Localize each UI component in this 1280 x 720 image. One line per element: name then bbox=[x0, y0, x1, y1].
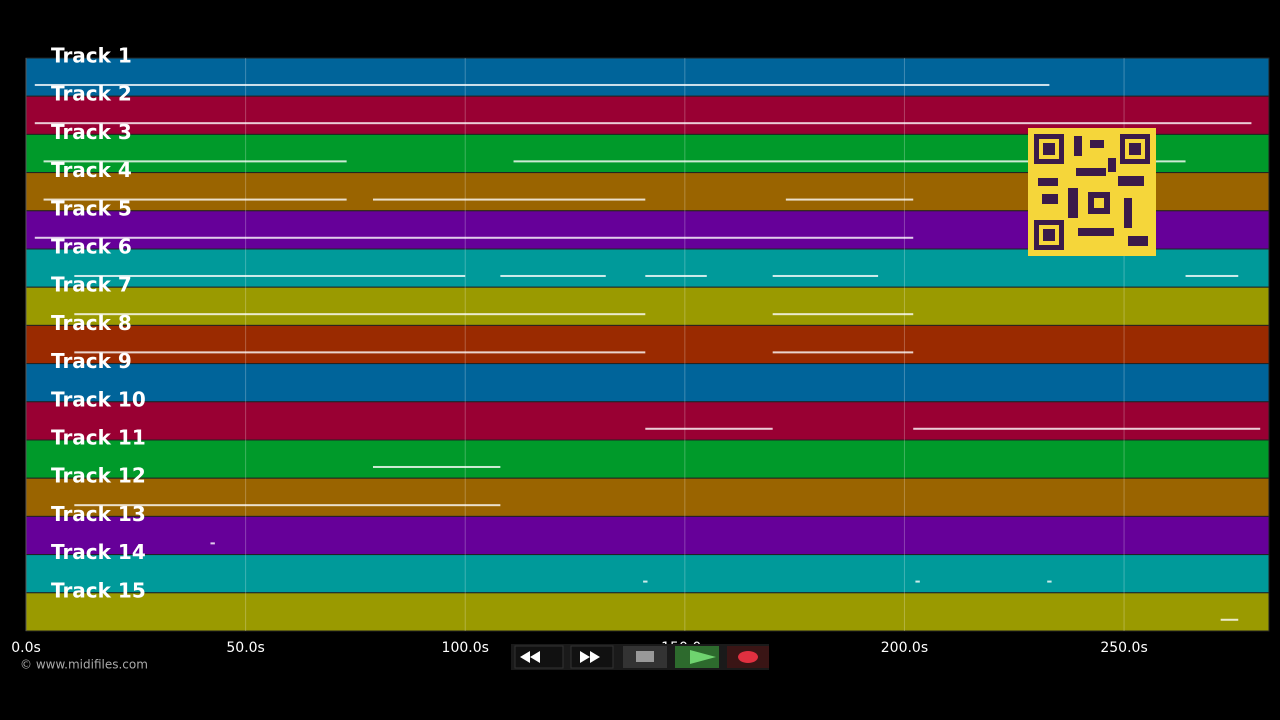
track-lane bbox=[25, 401, 1270, 441]
forward-button[interactable] bbox=[570, 645, 614, 669]
note-span bbox=[913, 427, 1261, 430]
track-name: Track 15 bbox=[51, 578, 146, 602]
track-lane bbox=[25, 477, 1270, 517]
transport-controls bbox=[511, 644, 769, 670]
rewind-button[interactable] bbox=[514, 645, 564, 669]
track-name: Track 14 bbox=[51, 540, 146, 564]
qr-code bbox=[1028, 128, 1156, 256]
record-button[interactable] bbox=[727, 646, 769, 668]
note-span bbox=[1220, 618, 1239, 621]
note-span bbox=[643, 580, 648, 583]
note-span bbox=[645, 274, 707, 277]
track-name: Track 2 bbox=[51, 82, 132, 106]
x-tick-label: 0.0s bbox=[11, 640, 41, 656]
track-lane bbox=[25, 554, 1270, 594]
track-name: Track 12 bbox=[51, 464, 146, 488]
track-name: Track 8 bbox=[51, 311, 132, 335]
track-name: Track 10 bbox=[51, 387, 146, 411]
x-tick-label: 100.0s bbox=[442, 640, 489, 656]
track-lane bbox=[25, 515, 1270, 556]
note-span bbox=[34, 122, 1252, 125]
note-span bbox=[74, 274, 466, 277]
note-span bbox=[1047, 580, 1052, 583]
copyright: © www.midifiles.com bbox=[20, 658, 148, 672]
track-lane bbox=[25, 324, 1270, 365]
track-name: Track 7 bbox=[51, 273, 132, 297]
note-span bbox=[1185, 274, 1239, 277]
note-span bbox=[772, 274, 879, 277]
note-span bbox=[372, 198, 646, 201]
track-name: Track 11 bbox=[51, 426, 146, 450]
note-span bbox=[43, 160, 347, 163]
track-lane bbox=[25, 363, 1270, 403]
x-tick-label: 250.0s bbox=[1100, 640, 1147, 656]
note-span bbox=[772, 313, 914, 316]
play-button[interactable] bbox=[675, 646, 719, 668]
track-lane bbox=[25, 439, 1270, 479]
track-name: Track 5 bbox=[51, 196, 132, 220]
note-span bbox=[513, 160, 1186, 163]
x-tick-label: 200.0s bbox=[881, 640, 928, 656]
track-name: Track 1 bbox=[51, 44, 132, 68]
note-span bbox=[772, 351, 914, 354]
track-name: Track 9 bbox=[51, 349, 132, 373]
note-span bbox=[210, 542, 215, 545]
note-span bbox=[915, 580, 920, 583]
note-span bbox=[74, 313, 646, 316]
note-span bbox=[74, 351, 646, 354]
track-lane bbox=[25, 286, 1270, 326]
note-span bbox=[645, 427, 773, 430]
x-tick-label: 50.0s bbox=[226, 640, 264, 656]
note-span bbox=[34, 236, 914, 239]
track-name: Track 4 bbox=[51, 158, 132, 182]
note-span bbox=[74, 504, 501, 507]
note-span bbox=[34, 83, 1050, 86]
track-name: Track 13 bbox=[51, 502, 146, 526]
track-lane bbox=[25, 592, 1270, 632]
note-span bbox=[785, 198, 914, 201]
track-lane bbox=[25, 57, 1270, 97]
track-name: Track 6 bbox=[51, 235, 132, 259]
note-span bbox=[500, 274, 606, 277]
stop-button[interactable] bbox=[623, 646, 667, 668]
note-span bbox=[372, 465, 501, 468]
note-span bbox=[43, 198, 347, 201]
track-name: Track 3 bbox=[51, 120, 132, 144]
